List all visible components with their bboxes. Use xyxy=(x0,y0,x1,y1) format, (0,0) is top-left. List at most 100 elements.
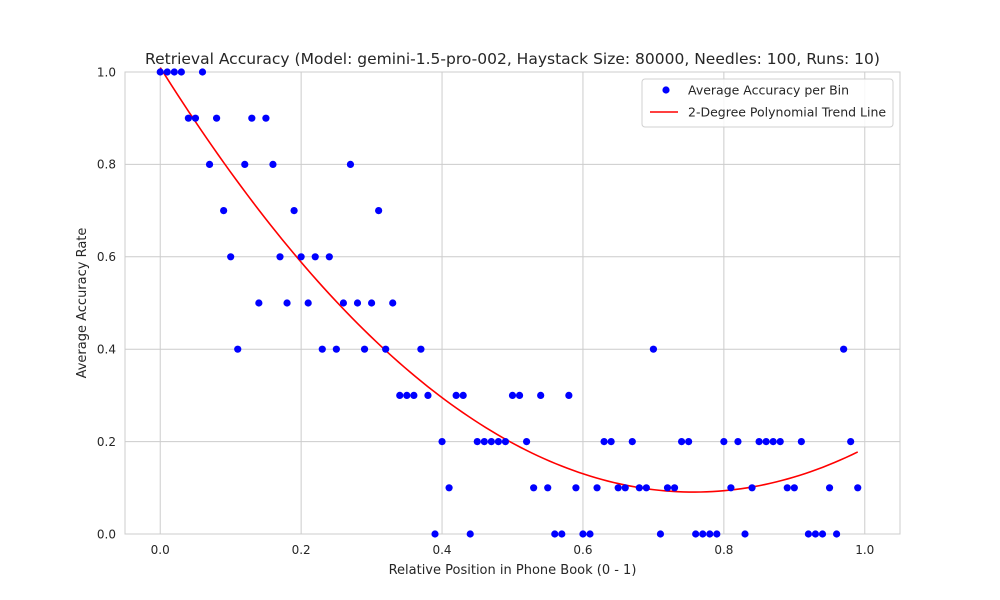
scatter-point xyxy=(769,438,777,446)
scatter-point xyxy=(156,68,164,76)
scatter-point xyxy=(748,484,756,492)
scatter-point xyxy=(234,345,242,353)
scatter-point xyxy=(389,299,397,307)
scatter-point xyxy=(677,438,686,446)
scatter-point xyxy=(847,438,855,446)
y-tick-label: 1.0 xyxy=(97,65,116,79)
scatter-point xyxy=(459,391,467,399)
scatter-point xyxy=(635,484,643,492)
scatter-point xyxy=(854,484,862,492)
scatter-point xyxy=(360,345,369,353)
y-axis-label: Average Accuracy Rate xyxy=(75,228,90,379)
scatter-point xyxy=(783,484,791,492)
scatter-point xyxy=(248,114,256,122)
x-tick-label: 0.2 xyxy=(292,543,311,557)
scatter-point xyxy=(663,484,672,492)
scatter-point xyxy=(241,160,249,168)
scatter-point xyxy=(720,438,728,446)
scatter-point xyxy=(170,68,178,76)
scatter-point xyxy=(685,438,693,446)
scatter-point xyxy=(353,299,362,307)
scatter-point xyxy=(804,530,813,538)
scatter-point xyxy=(593,484,601,492)
legend-marker-scatter xyxy=(662,86,670,94)
scatter-point xyxy=(487,438,495,446)
x-tick-label: 0.0 xyxy=(151,543,170,557)
chart-title: Retrieval Accuracy (Model: gemini-1.5-pr… xyxy=(145,50,880,68)
x-axis-label: Relative Position in Phone Book (0 - 1) xyxy=(389,563,637,578)
legend: Average Accuracy per Bin 2-Degree Polyno… xyxy=(641,78,894,128)
scatter-point xyxy=(515,391,524,399)
series-layer xyxy=(156,67,862,538)
scatter-point xyxy=(565,391,573,399)
scatter-point xyxy=(177,68,185,76)
scatter-point xyxy=(269,160,277,168)
x-tick-label: 0.4 xyxy=(432,543,451,557)
x-tick-label: 1.0 xyxy=(855,543,874,557)
scatter-point xyxy=(473,438,481,446)
scatter-point xyxy=(480,438,488,446)
scatter-point xyxy=(396,391,404,399)
scatter-point xyxy=(600,438,608,446)
scatter-point xyxy=(325,253,333,261)
y-tick-label: 0.6 xyxy=(97,250,116,264)
scatter-point xyxy=(832,530,841,538)
scatter-point xyxy=(262,114,270,122)
scatter-point xyxy=(339,299,348,307)
scatter-point xyxy=(692,530,700,538)
scatter-point xyxy=(297,253,305,261)
scatter-point xyxy=(431,530,439,538)
legend-label-scatter: Average Accuracy per Bin xyxy=(688,83,849,98)
scatter-point xyxy=(825,484,834,492)
scatter-point xyxy=(614,484,622,492)
scatter-point xyxy=(530,484,538,492)
scatter-point xyxy=(811,530,820,538)
scatter-point xyxy=(537,391,545,399)
scatter-point xyxy=(790,484,798,492)
scatter-point xyxy=(628,438,636,446)
scatter-point xyxy=(332,345,340,353)
scatter-point xyxy=(642,484,650,492)
scatter-point xyxy=(445,484,453,492)
x-tick-label: 0.6 xyxy=(573,543,592,557)
scatter-point xyxy=(544,484,552,492)
scatter-point xyxy=(713,530,721,538)
scatter-point xyxy=(255,299,263,307)
scatter-point xyxy=(776,438,784,446)
scatter-point xyxy=(572,484,580,492)
scatter-point xyxy=(579,530,587,538)
scatter-point xyxy=(508,391,517,399)
scatter-point xyxy=(586,530,594,538)
plot-frame xyxy=(124,71,901,535)
scatter-point xyxy=(621,484,629,492)
scatter-point xyxy=(198,68,207,76)
scatter-point xyxy=(424,391,432,399)
scatter-point xyxy=(741,530,749,538)
scatter-point xyxy=(367,299,376,307)
scatter-point xyxy=(840,345,848,353)
scatter-point xyxy=(375,207,383,215)
scatter-point xyxy=(734,438,742,446)
scatter-point xyxy=(205,160,214,168)
scatter-point xyxy=(670,484,679,492)
x-tick-label: 0.8 xyxy=(714,543,733,557)
scatter-point xyxy=(220,207,228,215)
scatter-point xyxy=(551,530,559,538)
scatter-point xyxy=(417,345,425,353)
scatter-point xyxy=(283,299,291,307)
scatter-point xyxy=(318,345,326,353)
scatter-point xyxy=(656,530,665,538)
scatter-point xyxy=(191,114,200,122)
y-tick-label: 0.4 xyxy=(97,343,116,357)
scatter-point xyxy=(276,253,284,261)
scatter-point xyxy=(382,345,390,353)
scatter-point xyxy=(311,253,319,261)
scatter-point xyxy=(706,530,714,538)
scatter-point xyxy=(184,114,193,122)
scatter-point xyxy=(346,160,355,168)
y-tick-label: 0.2 xyxy=(97,435,116,449)
legend-box xyxy=(641,78,894,128)
scatter-point xyxy=(410,391,418,399)
scatter-point xyxy=(727,484,735,492)
